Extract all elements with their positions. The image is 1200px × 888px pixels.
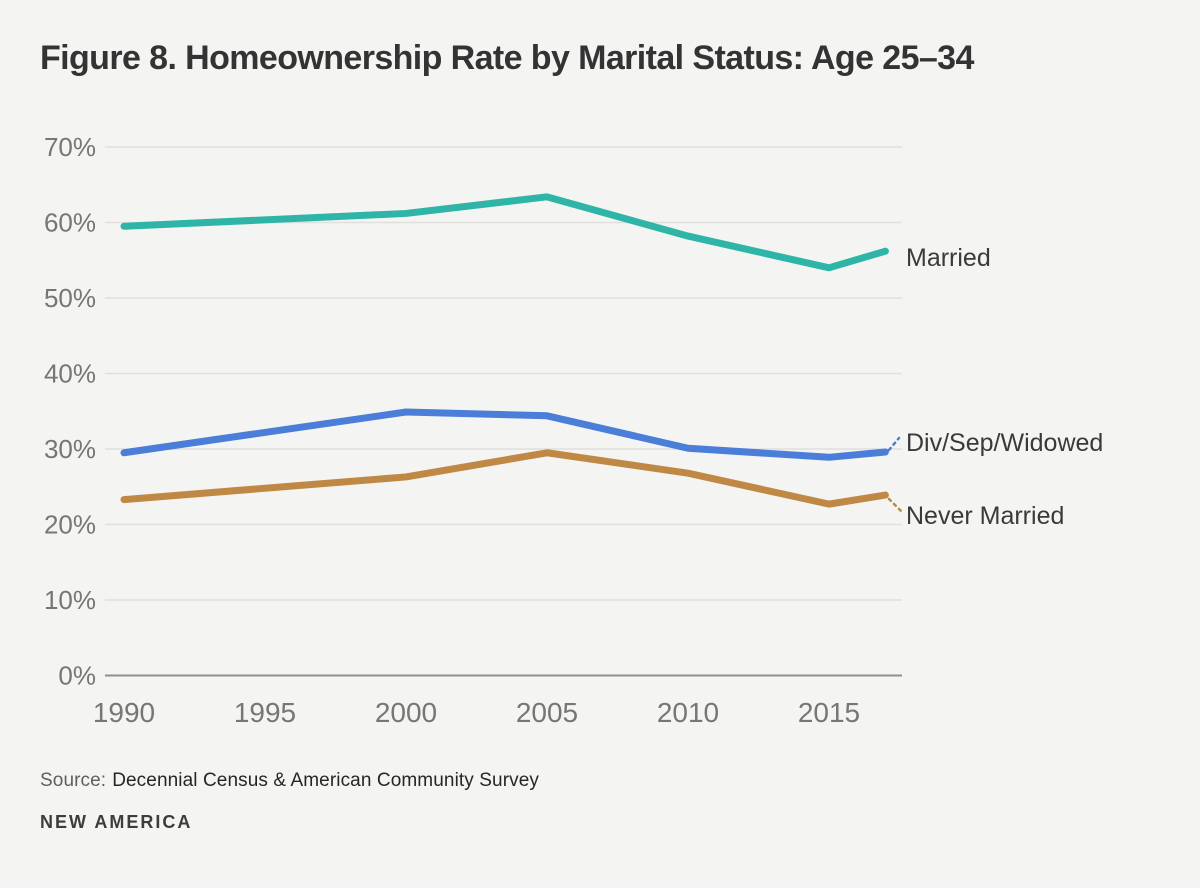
- y-tick-label: 70%: [44, 132, 96, 162]
- x-tick-label: 2005: [516, 697, 578, 728]
- brand-logo: NEW AMERICA: [40, 812, 193, 832]
- series-line-married: [120, 193, 889, 272]
- y-tick-label: 30%: [44, 434, 96, 464]
- source-label: Source:: [40, 770, 107, 791]
- series-label-married: Married: [906, 244, 991, 272]
- series-label-never-married: Never Married: [906, 502, 1064, 530]
- y-tick-label: 10%: [44, 585, 96, 615]
- label-connector-div-sep-widowed: [887, 436, 901, 452]
- y-tick-label: 20%: [44, 510, 96, 540]
- source-text: Decennial Census & American Community Su…: [112, 770, 539, 791]
- series-line-div-sep-widowed: [120, 408, 889, 461]
- y-tick-label: 60%: [44, 208, 96, 238]
- y-tick-label: 0%: [58, 661, 96, 691]
- y-tick-label: 50%: [44, 283, 96, 313]
- x-tick-label: 1990: [93, 697, 155, 728]
- x-tick-label: 2000: [375, 697, 437, 728]
- y-tick-label: 40%: [44, 359, 96, 389]
- x-tick-label: 1995: [234, 697, 296, 728]
- x-tick-label: 2010: [657, 697, 719, 728]
- series-line-never-married: [120, 449, 889, 508]
- series-label-div-sep-widowed: Div/Sep/Widowed: [906, 429, 1103, 457]
- source-line: Source: Decennial Census & American Commu…: [40, 770, 539, 792]
- label-connector-never-married: [887, 497, 904, 514]
- chart-title: Figure 8. Homeownership Rate by Marital …: [40, 39, 974, 77]
- x-tick-label: 2015: [798, 697, 860, 728]
